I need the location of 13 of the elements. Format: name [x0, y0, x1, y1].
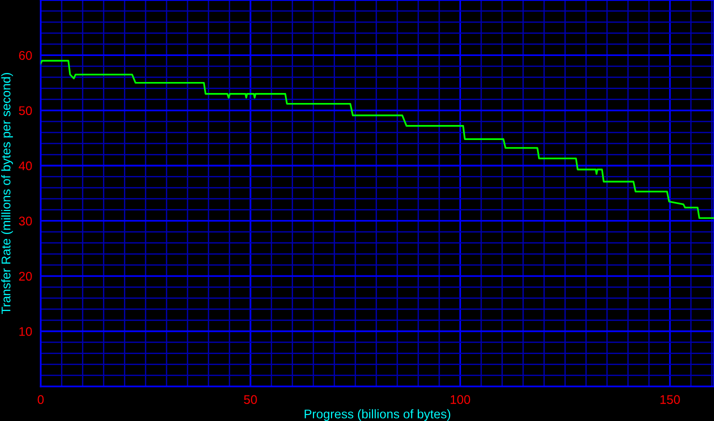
y-tick-label: 60	[19, 51, 32, 60]
x-tick-label: 0	[38, 395, 44, 404]
x-axis-title: Progress (billions of bytes)	[304, 409, 450, 421]
y-tick-label: 40	[18, 161, 32, 170]
line-series	[40, 60, 714, 219]
y-tick-label: 20	[19, 272, 32, 281]
y-tick-label: 30	[18, 216, 32, 226]
x-tick-label: 50	[244, 395, 257, 404]
x-tick-label: 100	[450, 395, 470, 404]
x-tick-label: 150	[660, 395, 680, 404]
y-axis-title: Transfer Rate (millions of bytes per second)	[1, 73, 13, 314]
y-tick-label: 50	[18, 106, 32, 116]
y-tick-label: 10	[19, 327, 32, 336]
